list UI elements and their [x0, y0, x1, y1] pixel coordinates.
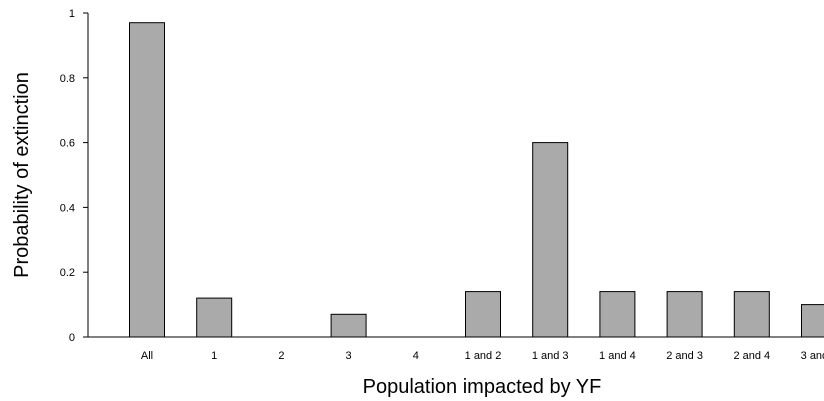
x-tick-label: 2 and 4: [733, 350, 770, 362]
y-ticks: 0 0.2 0.4 0.6 0.8 1: [60, 8, 88, 344]
x-tick-label: 1 and 3: [532, 350, 569, 362]
x-tick-label: 4: [413, 350, 419, 362]
x-tick-label: 2: [278, 350, 284, 362]
x-tick-label: 1 and 4: [599, 350, 636, 362]
bar-all: [129, 22, 165, 338]
x-tick-label: 3 and 4: [801, 350, 824, 362]
bars-group: [129, 22, 824, 338]
bar-1-and-4: [599, 291, 636, 338]
bar-1-and-2: [465, 291, 501, 338]
bar-1: [196, 297, 233, 338]
y-tick-label: 0.6: [60, 138, 75, 150]
y-tick-label: 1: [69, 8, 75, 20]
x-axis-title: Population impacted by YF: [363, 376, 602, 398]
y-axis-title: Probability of extinction: [11, 72, 33, 278]
y-tick-label: 0.4: [60, 202, 75, 214]
x-tick-label: 3: [346, 350, 352, 362]
x-tick-labels: All 1 2 3 4 1 and 2 1 and 3 1 and 4 2 and 3 2 and…: [141, 350, 824, 362]
x-tick-label: 1: [211, 350, 217, 362]
bar-2-and-3: [666, 291, 703, 338]
bar-3: [330, 313, 367, 338]
x-tick-label: 2 and 3: [666, 350, 703, 362]
x-tick-label: 1 and 2: [465, 350, 502, 362]
y-tick-label: 0.2: [60, 267, 75, 279]
y-tick-label: 0: [69, 332, 75, 344]
bar-3-and-4: [801, 304, 824, 338]
bar-1-and-3: [532, 142, 569, 338]
x-tick-label: All: [141, 350, 153, 362]
y-tick-label: 0.8: [60, 73, 75, 85]
bar-2-and-4: [733, 291, 770, 338]
